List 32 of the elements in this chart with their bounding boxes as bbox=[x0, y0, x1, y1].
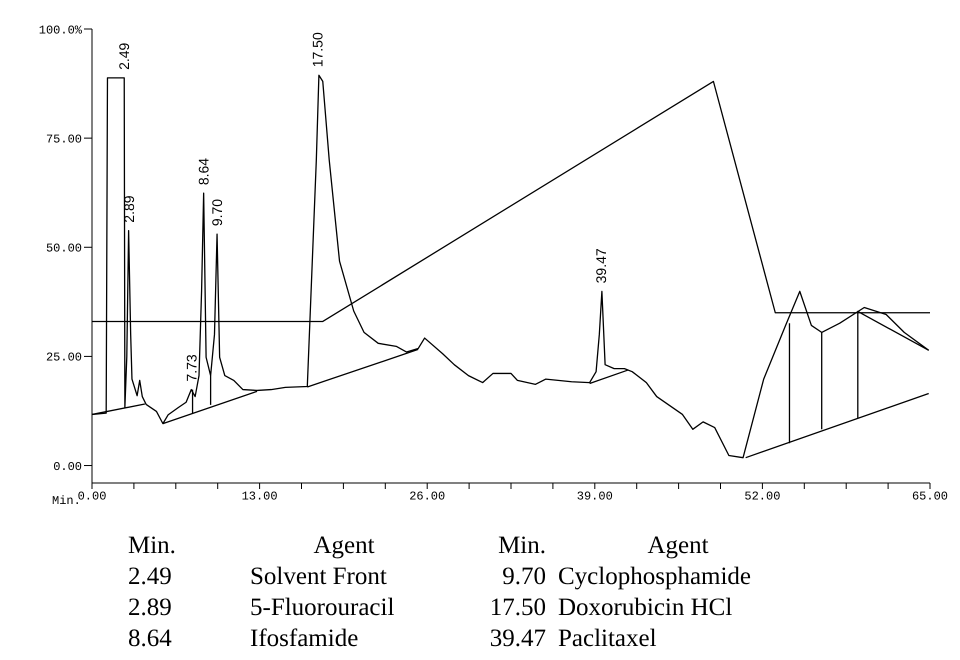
annotation: 8.64 bbox=[195, 158, 212, 186]
x-tick-label: 39.00 bbox=[576, 490, 613, 504]
text: 5-Fluorouracil bbox=[249, 593, 396, 623]
text: 39.47 bbox=[488, 624, 547, 654]
x-tick-label: 65.00 bbox=[912, 490, 948, 504]
y-tick-label: 100.0% bbox=[38, 23, 83, 38]
text: Doxorubicin HCl bbox=[558, 593, 734, 623]
annotation: 2.49 bbox=[116, 42, 132, 70]
text: Min. bbox=[128, 531, 177, 561]
text: 9.70 bbox=[501, 562, 547, 592]
text: Ifosfamide bbox=[249, 624, 360, 654]
text: 17.50 bbox=[488, 593, 547, 623]
text: Solvent Front bbox=[249, 562, 388, 592]
text: 2.89 bbox=[128, 593, 173, 623]
annotation: 7.73 bbox=[184, 354, 200, 382]
y-tick-label: 75.00 bbox=[46, 132, 82, 146]
text: Agent bbox=[646, 531, 710, 561]
x-tick-label: 52.00 bbox=[744, 490, 780, 504]
annotation: 39.47 bbox=[592, 248, 609, 284]
text: 8.64 bbox=[128, 624, 173, 654]
y-tick-label: 25.00 bbox=[46, 350, 82, 365]
x-tick-label: 26.00 bbox=[409, 490, 446, 504]
text: Cyclophosphamide bbox=[558, 562, 752, 592]
text: 2.49 bbox=[128, 562, 173, 592]
y-tick-label: 0.00 bbox=[53, 460, 82, 474]
annotation: 9.70 bbox=[209, 198, 226, 226]
text: Agent bbox=[312, 531, 376, 561]
x-tick-label: 13.00 bbox=[242, 490, 278, 504]
annotation: 17.50 bbox=[310, 32, 326, 68]
text: Paclitaxel bbox=[558, 624, 658, 654]
text: Min. bbox=[497, 531, 547, 561]
y-tick-label: 50.00 bbox=[46, 242, 82, 256]
